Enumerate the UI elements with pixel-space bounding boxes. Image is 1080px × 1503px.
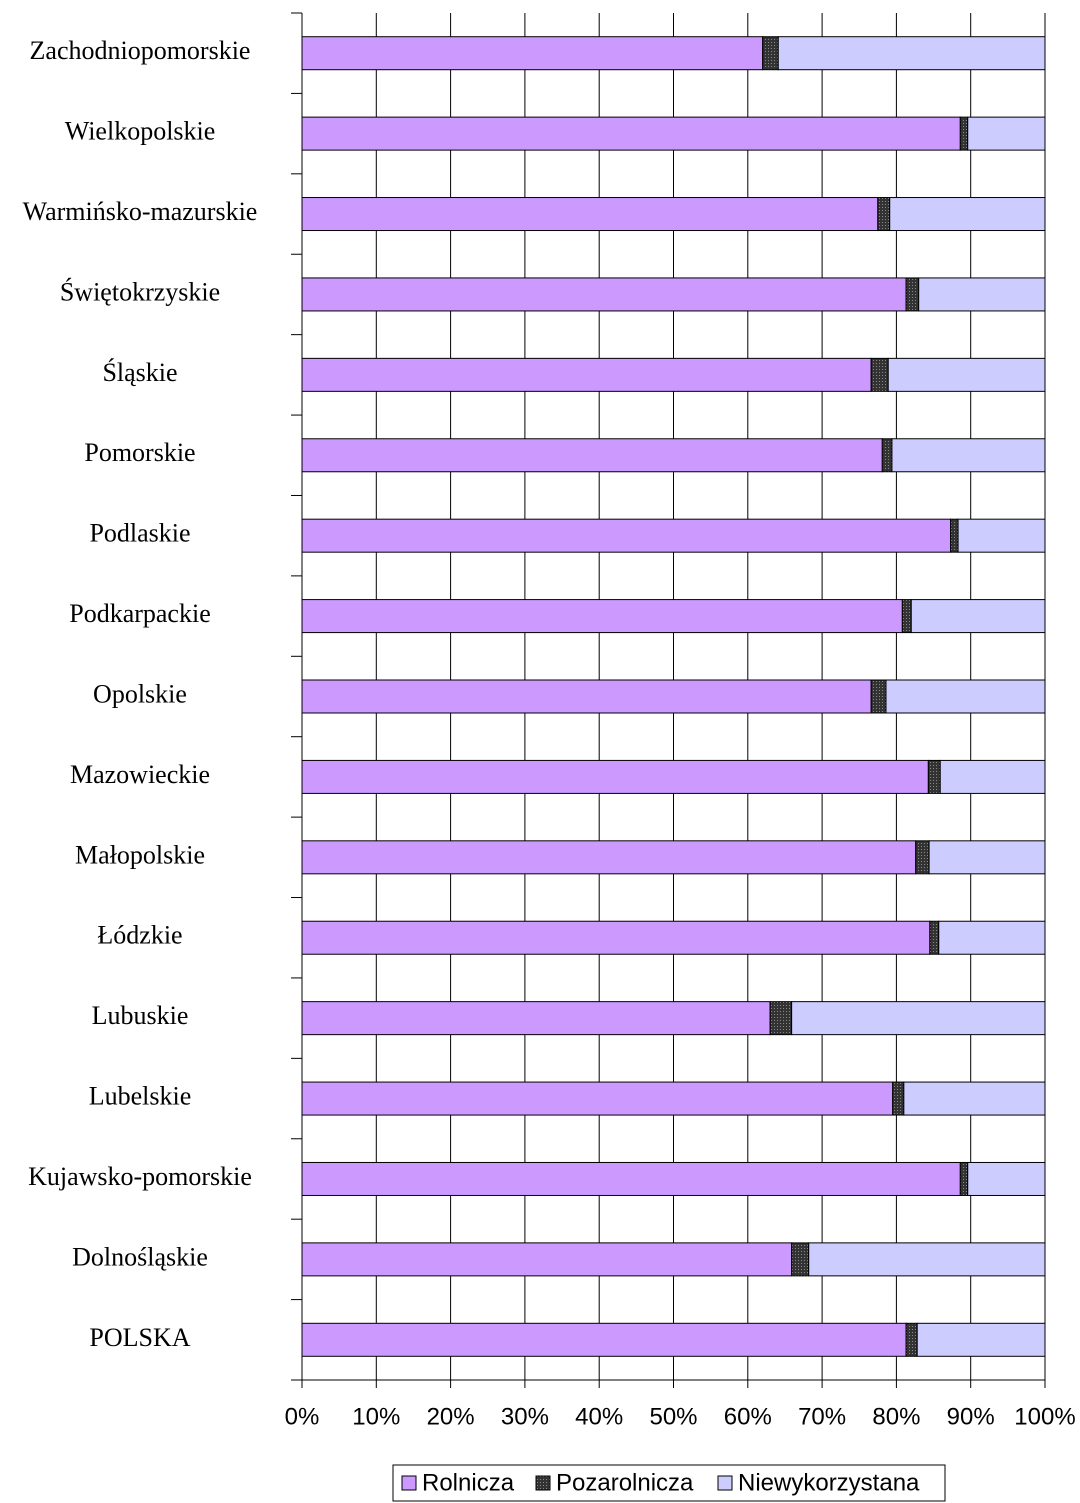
bar-segment bbox=[927, 759, 941, 794]
legend-label: Pozarolnicza bbox=[556, 1469, 694, 1496]
bar-segment bbox=[950, 518, 959, 553]
bar-segment bbox=[928, 840, 1046, 875]
y-tick-label: Świętokrzyskie bbox=[60, 277, 220, 306]
bar-segment bbox=[301, 518, 952, 553]
bar-segment bbox=[916, 1322, 1046, 1357]
y-tick-label: Dolnośląskie bbox=[72, 1242, 208, 1271]
bar-segment bbox=[301, 277, 907, 312]
bar-segment bbox=[870, 357, 889, 392]
bar-segment bbox=[885, 679, 1046, 714]
bar-segment bbox=[892, 1081, 905, 1116]
bar-segment bbox=[762, 36, 779, 71]
bar-segment bbox=[957, 518, 1046, 553]
bar-segment bbox=[769, 1001, 793, 1036]
bar-segment bbox=[301, 1242, 793, 1277]
y-tick-label: Lubuskie bbox=[92, 1001, 189, 1030]
x-tick-label: 10% bbox=[352, 1403, 400, 1430]
y-tick-label: Zachodniopomorskie bbox=[30, 36, 251, 65]
x-tick-label: 50% bbox=[649, 1403, 697, 1430]
y-tick-label: Śląskie bbox=[102, 358, 177, 387]
x-tick-label: 60% bbox=[724, 1403, 772, 1430]
bar-segment bbox=[301, 1081, 894, 1116]
bar-segment bbox=[889, 197, 1046, 232]
bar-segment bbox=[301, 438, 883, 473]
x-tick-label: 20% bbox=[427, 1403, 475, 1430]
y-tick-label: Podlaskie bbox=[89, 519, 190, 548]
bar-segment bbox=[915, 840, 930, 875]
bar-segment bbox=[901, 599, 912, 634]
bar-segment bbox=[877, 197, 891, 232]
legend-label: Niewykorzystana bbox=[738, 1469, 920, 1496]
y-tick-label: Kujawsko-pomorskie bbox=[28, 1162, 252, 1191]
bar-segment bbox=[301, 759, 929, 794]
bar-segment bbox=[967, 1161, 1046, 1196]
bar-segment bbox=[301, 1001, 771, 1036]
bar-segment bbox=[301, 36, 764, 71]
bar-segment bbox=[939, 759, 1046, 794]
legend-swatch bbox=[535, 1475, 551, 1491]
bar-segment bbox=[301, 116, 961, 151]
bar-segment bbox=[301, 599, 903, 634]
bar-segment bbox=[938, 920, 1046, 955]
y-tick-label: Łódzkie bbox=[97, 921, 182, 950]
bar-segment bbox=[301, 197, 879, 232]
y-tick-label: Opolskie bbox=[93, 679, 187, 708]
y-tick-label: Wielkopolskie bbox=[65, 117, 216, 146]
bar-segment bbox=[959, 116, 969, 151]
bar-segment bbox=[870, 679, 887, 714]
legend-label: Rolnicza bbox=[422, 1469, 515, 1496]
bar-segment bbox=[301, 1322, 907, 1357]
legend-box bbox=[392, 1464, 946, 1502]
bar-segment bbox=[891, 438, 1046, 473]
legend-swatch bbox=[717, 1475, 733, 1491]
bar-segment bbox=[301, 1161, 961, 1196]
x-tick-label: 70% bbox=[798, 1403, 846, 1430]
x-tick-label: 90% bbox=[947, 1403, 995, 1430]
bar-segment bbox=[887, 357, 1046, 392]
x-tick-label: 80% bbox=[872, 1403, 920, 1430]
y-tick-label: Pomorskie bbox=[84, 438, 195, 467]
bar-segment bbox=[959, 1161, 969, 1196]
y-tick-label: POLSKA bbox=[89, 1323, 190, 1352]
bar-segment bbox=[301, 920, 931, 955]
bar-segment bbox=[791, 1001, 1046, 1036]
bar-segment bbox=[929, 920, 940, 955]
bar-segment bbox=[791, 1242, 810, 1277]
y-tick-label: Warmińsko-mazurskie bbox=[23, 197, 258, 226]
y-tick-label: Podkarpackie bbox=[69, 599, 211, 628]
bar-segment bbox=[808, 1242, 1046, 1277]
x-tick-label: 0% bbox=[285, 1403, 320, 1430]
y-tick-label: Lubelskie bbox=[89, 1082, 192, 1111]
bar-segment bbox=[905, 277, 920, 312]
bar-segment bbox=[910, 599, 1046, 634]
y-tick-label: Małopolskie bbox=[75, 840, 205, 869]
bar-segment bbox=[903, 1081, 1046, 1116]
bar-segment bbox=[301, 840, 917, 875]
bar-segment bbox=[967, 116, 1046, 151]
x-tick-label: 100% bbox=[1014, 1403, 1075, 1430]
y-tick-label: Mazowieckie bbox=[70, 760, 210, 789]
x-tick-label: 40% bbox=[575, 1403, 623, 1430]
bar-segment bbox=[918, 277, 1046, 312]
bar-segment bbox=[301, 357, 872, 392]
x-tick-label: 30% bbox=[501, 1403, 549, 1430]
legend-swatch bbox=[401, 1475, 417, 1491]
bar-segment bbox=[881, 438, 893, 473]
bar-segment bbox=[301, 679, 872, 714]
bar-segment bbox=[777, 36, 1046, 71]
bar-segment bbox=[905, 1322, 918, 1357]
